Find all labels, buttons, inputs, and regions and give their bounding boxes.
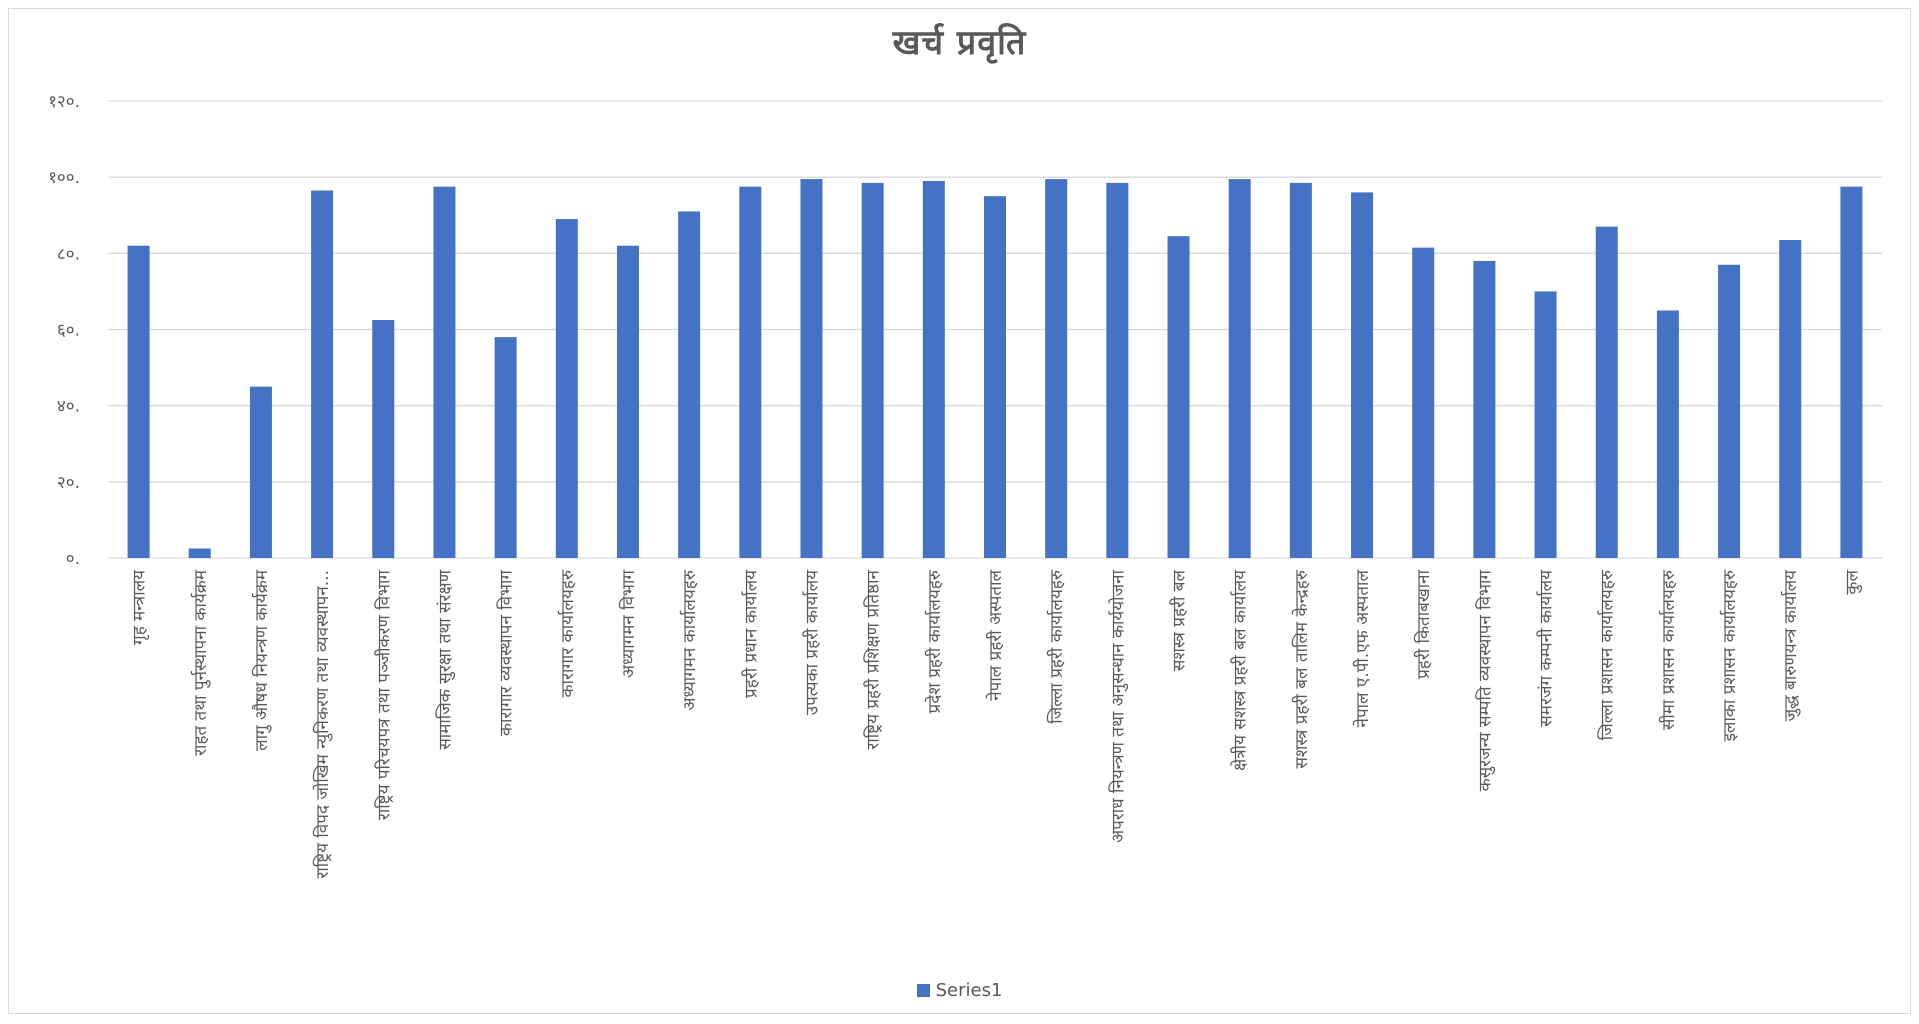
y-tick-label: ०. [66, 549, 80, 569]
bar [1351, 192, 1374, 558]
bar [1167, 236, 1190, 558]
x-tick-label: कारागार व्यवस्थापन विभाग [496, 570, 517, 737]
x-tick-label: राष्ट्रिय विपद जोखिम न्युनिकरण तथा व्यवस… [312, 570, 333, 879]
bar [372, 319, 395, 558]
bar [1045, 179, 1068, 558]
x-tick-label: समरजंग कम्पनी कार्यालय [1536, 569, 1557, 727]
bar [678, 211, 701, 559]
x-tick-label: सामाजिक सुरक्षा तथा संरक्षण [434, 569, 455, 749]
x-tick-label: राष्ट्रिय प्रहरी प्रशिक्षण प्रतिष्ठान [863, 569, 884, 749]
x-tick-label: नेपाल प्रहरी अस्पताल [985, 570, 1006, 701]
y-tick-label: १२०. [48, 92, 80, 112]
bar [1106, 182, 1129, 559]
bar [494, 337, 517, 558]
x-tick-label: अपराध नियन्त्रण तथा अनुसन्धान कार्ययोजना [1107, 569, 1128, 842]
bar [1595, 226, 1618, 559]
y-tick-label: २०. [57, 473, 80, 493]
x-tick-label: उपत्यका प्रहरी कार्यालय [801, 569, 822, 715]
x-tick-label: अध्यागमन कार्यालयहरु [679, 569, 700, 710]
x-tick-label: क्षेत्रीय सशस्त्र प्रहरी बल कार्यालय [1230, 569, 1251, 771]
x-tick-label: लागु औषध नियन्त्रण कार्यक्रम [251, 569, 272, 751]
x-tick-label: राष्ट्रिय परिचयपत्र तथा पञ्जीकरण विभाग [373, 570, 394, 821]
bar [861, 182, 884, 559]
bar [1718, 264, 1741, 558]
bar [1412, 247, 1435, 558]
x-tick-label: कसुरजन्य सम्पति व्यवस्थापन विभाग [1474, 570, 1495, 792]
bar [127, 245, 150, 558]
bar [311, 190, 334, 558]
y-axis-tick-labels: ०. २०. ४०. ६०. ८०. १००. १२०. [48, 92, 80, 569]
bar [739, 186, 762, 558]
bar [188, 548, 211, 558]
bar [1228, 179, 1251, 558]
x-tick-label: प्रदेश प्रहरी कार्यालयहरु [924, 569, 945, 713]
bar [1289, 182, 1312, 559]
bar [1473, 260, 1496, 558]
x-tick-label: सशस्त्र प्रहरी बल तालिम केन्द्रहरु [1291, 569, 1312, 769]
bar [800, 179, 823, 558]
legend-label: Series1 [935, 980, 1003, 1001]
bar [616, 245, 639, 558]
legend: Series1 [0, 980, 1919, 1001]
x-tick-label: प्रहरी प्रधान कार्यालय [740, 569, 761, 698]
x-tick-label: प्रहरी किताबखाना [1413, 569, 1434, 678]
bars [127, 179, 1863, 559]
x-tick-label: इलाका प्रशासन कार्यालयहरु [1719, 569, 1740, 741]
x-tick-label: जुद्ध बारुणयन्त्र कार्यालय [1780, 569, 1801, 722]
bar [1840, 186, 1863, 558]
legend-swatch [916, 984, 930, 997]
x-tick-label: सशस्त्र प्रहरी बल [1169, 570, 1190, 672]
x-axis-tick-labels: गृह मन्त्रालय राहत तथा पुर्नस्थापना कार्य… [130, 569, 1863, 879]
bar [1534, 291, 1557, 558]
bar [922, 180, 945, 558]
bar [1656, 310, 1679, 558]
bar [555, 219, 578, 558]
x-tick-label: जिल्ला प्रहरी कार्यालयहरु [1046, 569, 1067, 724]
x-tick-label: कारागार कार्यालयहरु [557, 569, 578, 697]
x-tick-label: नेपाल ए.पी.एफ अस्पताल [1352, 570, 1373, 728]
chart-title: खर्च प्रवृति [892, 23, 1027, 63]
x-tick-label: जिल्ला प्रशासन कार्यालयहरु [1597, 569, 1618, 740]
bar [249, 386, 272, 558]
bar [984, 196, 1006, 559]
x-tick-label: सीमा प्रशासन कार्यालयहरु [1658, 569, 1679, 730]
x-tick-label: राहत तथा पुर्नस्थापना कार्यक्रम [190, 569, 211, 756]
y-tick-label: ८०. [57, 244, 80, 264]
x-tick-label: कुल [1842, 570, 1862, 595]
bar [433, 186, 456, 558]
x-tick-label: अध्यागमन विभाग [618, 570, 639, 678]
y-tick-label: १००. [48, 168, 80, 188]
x-tick-label: गृह मन्त्रालय [130, 569, 150, 645]
bar [1779, 240, 1802, 559]
y-tick-label: ४०. [57, 397, 80, 417]
y-tick-label: ६०. [57, 321, 80, 341]
